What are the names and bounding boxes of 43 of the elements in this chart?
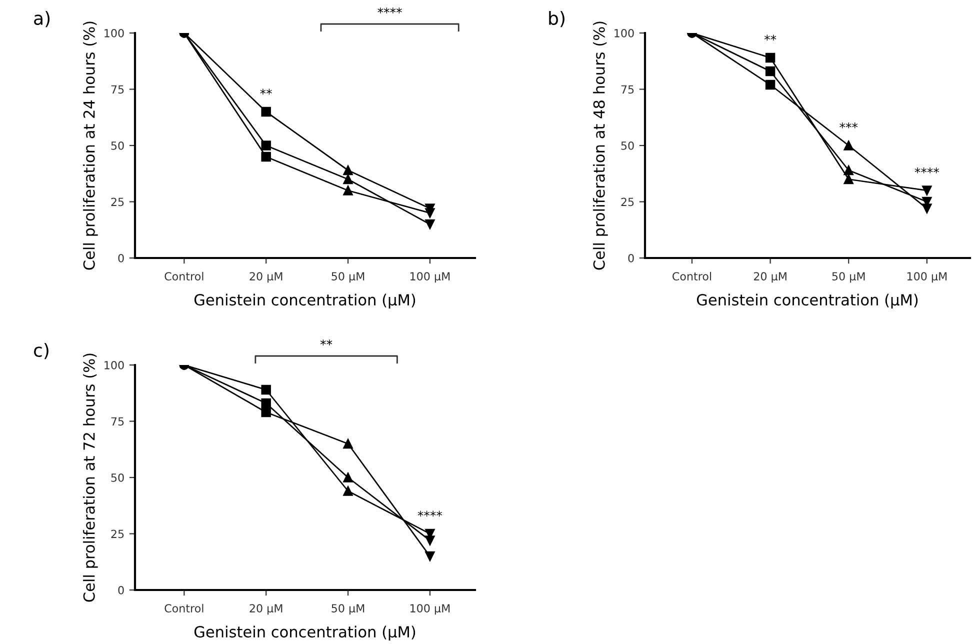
y-tick-label: 25 [111,530,124,538]
x-tick-label: 50 µM [332,604,364,615]
x-tick-label: 100 µM [410,604,450,615]
y-tick-label: 100 [614,28,634,38]
y-axis-title: Cell proliferation at 72 hours (%) [83,354,98,602]
x-tick-label: Control [164,272,204,280]
annotation: **** [418,510,442,516]
y-tick-label: 75 [111,85,124,94]
annotation: *** [840,122,858,128]
text: **** [378,8,402,14]
x-tick-label: 50 µM [832,272,865,283]
y-tick-label: 50 [621,141,634,150]
chart-title: c) [34,343,48,360]
y-tick-label: 0 [118,254,124,262]
y-tick-label: 0 [628,254,634,262]
y-axis-title: Cell proliferation at 48 hours (%) [593,22,608,270]
y-tick-label: 50 [111,473,124,482]
chart-title: b) [549,11,564,28]
y-tick-label: 0 [118,586,124,594]
y-tick-label: 100 [104,28,124,38]
x-tick-label: 100 µM [410,272,450,283]
annotation: ** [260,88,272,94]
y-tick-label: 25 [621,198,634,206]
annotation: **** [914,168,940,174]
x-tick-label: Control [164,604,204,612]
x-axis-title: Genistein concentration (µM) [696,294,918,309]
x-tick-label: 20 µM [250,272,282,283]
y-tick-label: 75 [111,417,124,426]
y-tick-label: 75 [621,85,634,94]
x-tick-label: 20 µM [754,272,786,283]
text: ** [320,340,332,346]
y-axis-title: Cell proliferation at 24 hours (%) [83,22,98,270]
y-tick-label: 25 [111,198,124,206]
chart-title: a) [34,11,50,28]
x-axis-title: Genistein concentration (µM) [194,294,416,309]
x-axis-title: Genistein concentration (µM) [194,626,416,641]
y-tick-label: 50 [111,141,124,150]
y-tick-label: 100 [104,360,124,370]
x-tick-label: Control [672,272,712,280]
x-tick-label: 20 µM [250,604,282,615]
x-tick-label: 50 µM [332,272,364,283]
annotation: ** [764,34,776,40]
x-tick-label: 100 µM [907,272,947,283]
